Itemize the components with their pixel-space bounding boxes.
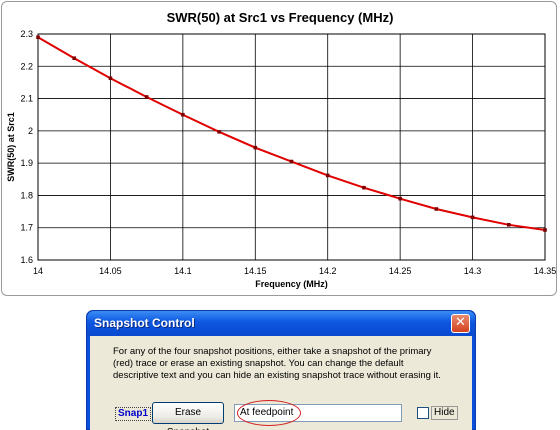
close-icon[interactable]: ✕ <box>451 314 470 333</box>
snap1-label: Snap1 <box>115 407 152 421</box>
x-tick-label: 14.15 <box>244 266 267 276</box>
hide-label: Hide <box>431 406 458 420</box>
data-point <box>362 185 366 190</box>
chart-panel: SWR(50) at Src1 vs Frequency (MHz) 14 14.… <box>1 1 557 296</box>
data-point <box>506 223 511 227</box>
snapshot-control-dialog: Snapshot Control ✕ For any of the four s… <box>86 310 476 430</box>
x-tick-label: 14.2 <box>319 266 337 276</box>
hide-checkbox[interactable] <box>417 407 429 419</box>
data-point <box>72 56 77 61</box>
y-tick-label: 2.1 <box>20 94 33 104</box>
data-point <box>36 35 40 40</box>
erase-snapshot-button[interactable]: Erase Snapshot <box>152 402 224 430</box>
plot-area <box>37 33 546 261</box>
data-point <box>434 207 439 211</box>
y-axis-title: SWR(50) at Src1 <box>6 112 16 182</box>
x-tick-label: 14.35 <box>534 266 557 276</box>
y-tick-label: 2 <box>28 126 33 136</box>
dialog-description: For any of the four snapshot positions, … <box>113 346 441 381</box>
highlight-annotation <box>237 400 301 426</box>
data-point <box>398 196 402 201</box>
data-point <box>470 215 475 220</box>
x-tick-label: 14.05 <box>99 266 122 276</box>
y-tick-label: 1.8 <box>20 190 33 200</box>
data-point <box>325 173 330 178</box>
dialog-title: Snapshot Control <box>94 316 195 330</box>
y-tick-label: 1.7 <box>20 223 33 233</box>
data-point <box>217 130 221 134</box>
y-tick-label: 1.9 <box>20 158 33 168</box>
y-tick-label: 1.6 <box>20 255 33 265</box>
swr-chart: 14 14.05 14.1 14.15 14.2 14.25 14.3 14.35 2.3 2.2… <box>6 29 557 289</box>
x-axis-title: Frequency (MHz) <box>255 279 328 289</box>
data-point <box>144 95 149 99</box>
data-point <box>108 76 113 81</box>
x-tick-label: 14 <box>33 266 43 276</box>
data-point <box>181 112 185 117</box>
data-point <box>289 159 294 164</box>
x-tick-label: 14.3 <box>464 266 482 276</box>
x-tick-label: 14.1 <box>174 266 192 276</box>
chart-title: SWR(50) at Src1 vs Frequency (MHz) <box>166 10 394 25</box>
y-tick-label: 2.2 <box>20 61 33 71</box>
y-tick-label: 2.3 <box>20 29 33 39</box>
data-point <box>253 145 258 150</box>
dialog-titlebar[interactable]: Snapshot Control ✕ <box>87 311 475 336</box>
x-tick-label: 14.25 <box>389 266 412 276</box>
data-point <box>543 228 547 232</box>
dialog-body: For any of the four snapshot positions, … <box>90 336 472 430</box>
